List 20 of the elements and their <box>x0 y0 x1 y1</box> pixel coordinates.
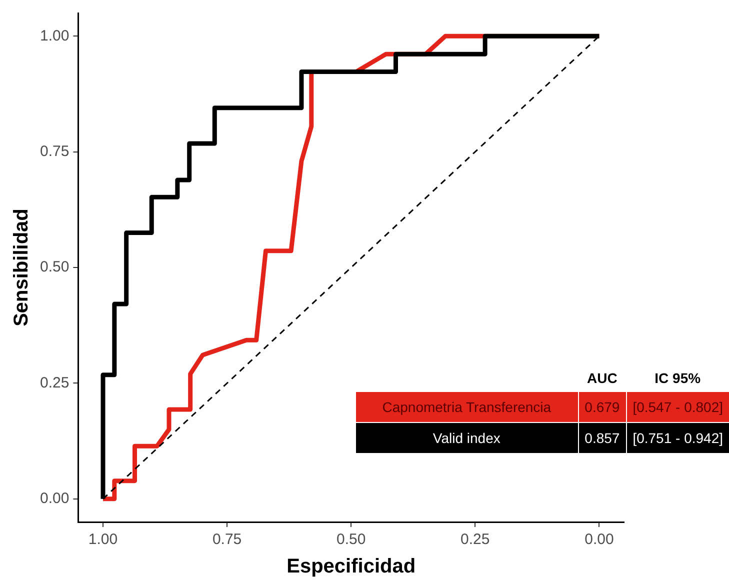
x-tick-label: 0.50 <box>336 531 366 548</box>
y-tick-label: 0.75 <box>40 142 70 160</box>
x-tick-label: 0.00 <box>584 531 614 548</box>
x-axis-title: Especificidad <box>286 556 416 578</box>
annotation: AUC <box>586 369 618 388</box>
y-tick-label: 0.25 <box>40 374 70 392</box>
annotation: 0.679 <box>578 392 626 422</box>
x-tick-label: 0.75 <box>212 531 242 548</box>
annotation: 0.857 <box>578 422 626 453</box>
y-tick-label: 0.00 <box>40 490 70 508</box>
legend-label: Capnometria Transferencia <box>356 392 578 422</box>
y-tick-label: 1.00 <box>40 27 70 44</box>
x-tick-label: 0.25 <box>460 531 490 548</box>
text: [0.751 - 0.942] <box>632 430 723 446</box>
text: [0.547 - 0.802] <box>632 399 723 415</box>
y-axis-title: Sensibilidad <box>10 208 33 326</box>
y-tick-label: 0.50 <box>40 258 70 276</box>
text: IC 95% <box>654 370 701 386</box>
x-tick-label: 1.00 <box>88 531 118 548</box>
text: Valid index <box>432 430 500 446</box>
